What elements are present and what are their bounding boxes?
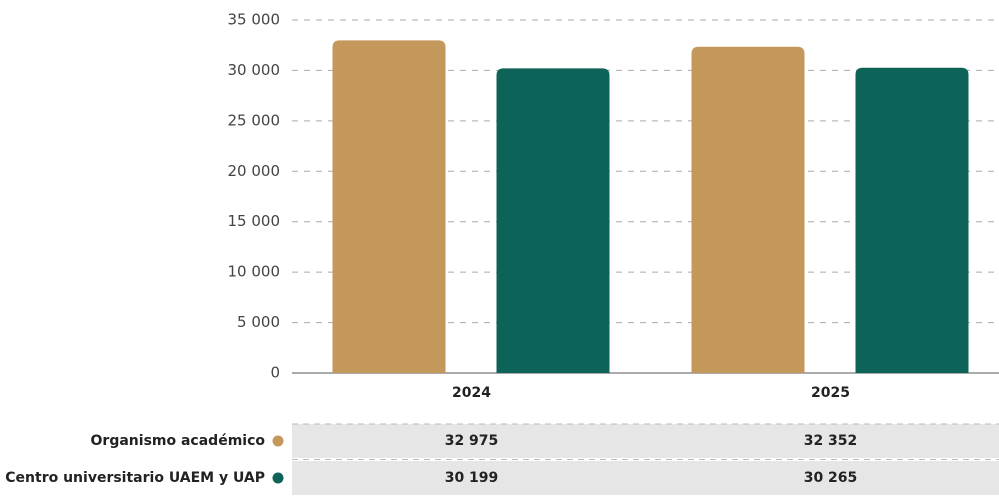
- y-tick-label: 20 000: [228, 162, 281, 180]
- legend-dot: [272, 472, 284, 484]
- bar: [855, 67, 969, 373]
- y-tick-label: 10 000: [228, 263, 281, 281]
- table-value: 32 352: [804, 433, 858, 449]
- table-row-bg: [292, 461, 999, 495]
- y-tick-label: 25 000: [228, 111, 281, 129]
- bar: [691, 46, 805, 373]
- table-row-bg: [292, 424, 999, 458]
- y-tick-label: 35 000: [228, 11, 281, 29]
- x-tick-label: 2025: [811, 385, 850, 401]
- table-value: 30 265: [804, 470, 858, 486]
- legend-label: Organismo académico: [91, 433, 266, 449]
- bar: [332, 40, 446, 373]
- y-tick-label: 0: [270, 364, 280, 382]
- y-tick-label: 30 000: [228, 61, 281, 79]
- legend-label: Centro universitario UAEM y UAP: [5, 470, 265, 486]
- bar: [496, 68, 610, 374]
- table-value: 32 975: [445, 433, 499, 449]
- y-tick-label: 5 000: [237, 313, 280, 331]
- table-value: 30 199: [445, 470, 499, 486]
- y-tick-label: 15 000: [228, 212, 281, 230]
- legend-dot: [272, 435, 284, 447]
- x-tick-label: 2024: [452, 385, 491, 401]
